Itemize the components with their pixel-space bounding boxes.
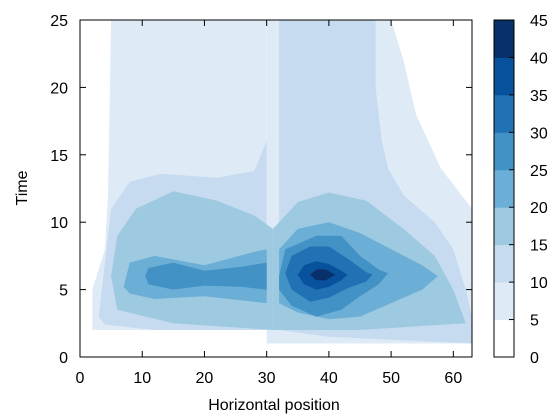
colorbar-segment xyxy=(494,20,514,58)
x-tick-label: 10 xyxy=(133,370,151,387)
colorbar-segment xyxy=(494,169,514,208)
x-tick-label: 30 xyxy=(258,370,276,387)
y-tick-label: 10 xyxy=(50,215,68,232)
x-axis: 0 10 20 30 40 50 60 xyxy=(76,20,462,387)
colorbar-segment xyxy=(494,207,514,246)
x-axis-title: Horizontal position xyxy=(208,397,340,414)
colorbar-frame xyxy=(493,19,515,358)
y-tick-label: 0 xyxy=(59,350,68,367)
colorbar-tick-label: 35 xyxy=(530,88,548,105)
x-tick-label: 0 xyxy=(76,370,85,387)
colorbar-tick-label: 15 xyxy=(530,238,548,255)
plot-area xyxy=(79,19,473,358)
colorbar-tick-label: 30 xyxy=(530,125,548,142)
colorbar-segment xyxy=(494,132,514,171)
contour-region-40-peak-center xyxy=(310,269,336,281)
x-tick-label: 20 xyxy=(196,370,214,387)
colorbar-segment xyxy=(494,282,514,320)
contour-region-25-left-inner xyxy=(145,262,267,290)
y-tick-label: 5 xyxy=(59,283,68,300)
colorbar-segment xyxy=(494,94,514,133)
colorbar-tick-label: 25 xyxy=(530,163,548,180)
y-tick-label: 15 xyxy=(50,148,68,165)
colorbar-tick-label: 40 xyxy=(530,50,548,67)
y-axis-title: Time xyxy=(14,170,31,205)
colorbar-tick-label: 5 xyxy=(530,313,539,330)
y-tick-label: 20 xyxy=(50,80,68,97)
x-tick-label: 40 xyxy=(320,370,338,387)
colorbar-tick-label: 10 xyxy=(530,275,548,292)
colorbar-segment xyxy=(494,319,514,358)
plot-frame xyxy=(79,19,473,358)
colorbar-segment xyxy=(494,244,514,283)
colorbar: 0 5 10 15 20 25 30 35 40 45 xyxy=(493,13,548,367)
x-tick-label: 50 xyxy=(382,370,400,387)
colorbar-tick-label: 45 xyxy=(530,13,548,30)
y-axis: 0 5 10 15 20 25 xyxy=(50,13,472,367)
y-tick-label: 25 xyxy=(50,13,68,30)
colorbar-tick-label: 20 xyxy=(530,200,548,217)
colorbar-segment xyxy=(494,57,514,96)
x-tick-label: 60 xyxy=(444,370,462,387)
colorbar-tick-label: 0 xyxy=(530,350,539,367)
